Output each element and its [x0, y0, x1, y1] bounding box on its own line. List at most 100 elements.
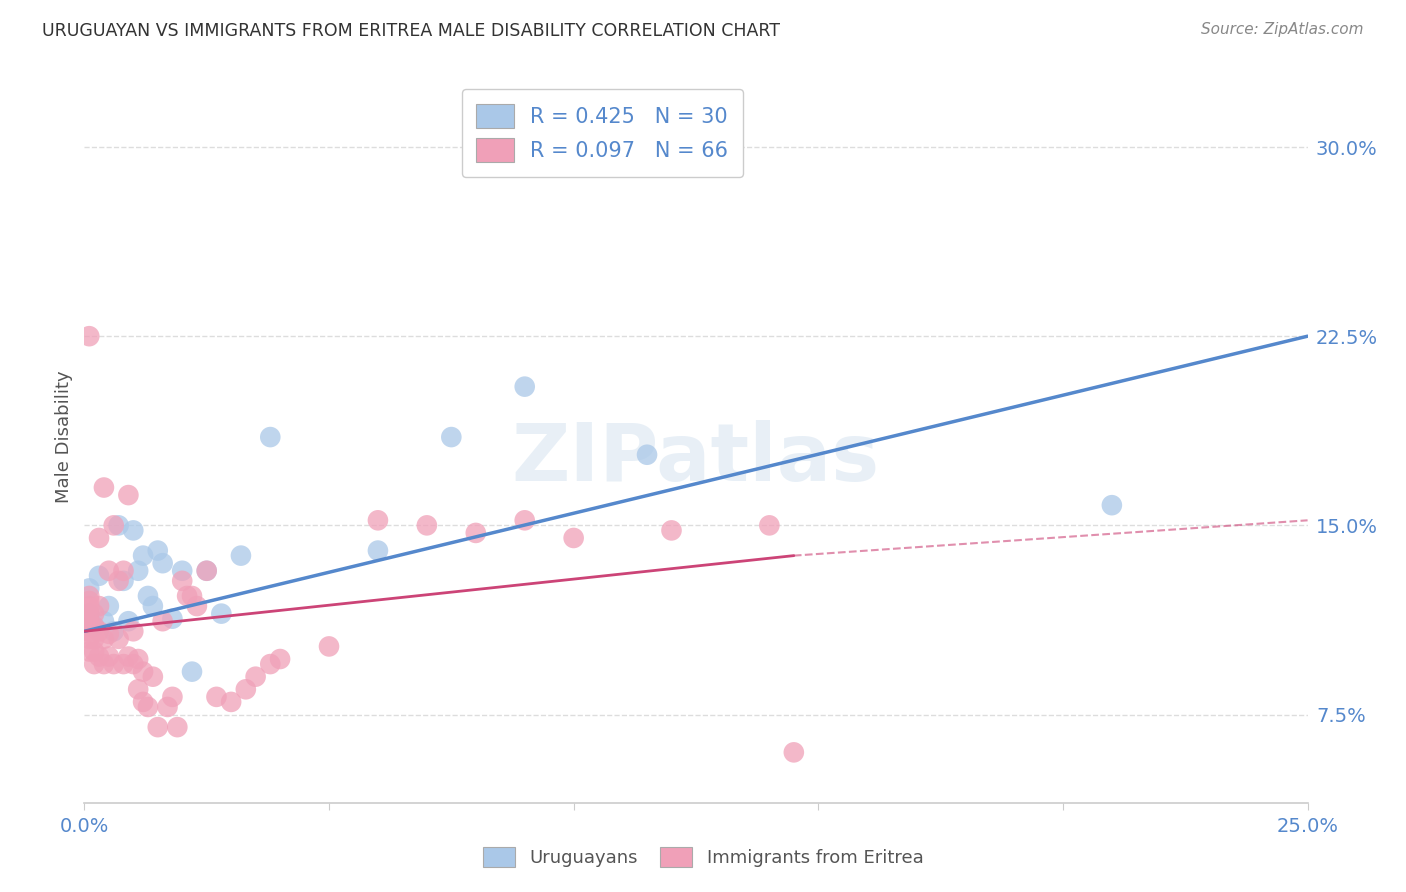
Point [127, 652, 149, 666]
Point [166, 720, 188, 734]
Point [83, 619, 105, 633]
Point [142, 599, 165, 613]
Point [205, 690, 228, 704]
Point [156, 700, 179, 714]
Point [87, 569, 110, 583]
Point [132, 665, 155, 679]
Point [367, 513, 389, 527]
Point [107, 574, 129, 588]
Point [122, 524, 145, 538]
Point [83, 657, 105, 671]
Point [97, 599, 120, 613]
Point [83, 644, 105, 658]
Point [181, 665, 204, 679]
Point [83, 632, 105, 646]
Point [152, 556, 174, 570]
Point [661, 524, 683, 538]
Point [112, 574, 135, 588]
Point [87, 599, 110, 613]
Point [127, 682, 149, 697]
Point [181, 589, 204, 603]
Point [172, 564, 194, 578]
Point [259, 657, 281, 671]
Point [87, 531, 110, 545]
Point [209, 607, 232, 621]
Point [152, 614, 174, 628]
Point [93, 614, 115, 628]
Point [176, 589, 198, 603]
Point [186, 599, 208, 613]
Point [97, 649, 120, 664]
Text: ZIPatlas: ZIPatlas [512, 420, 880, 498]
Point [77, 329, 100, 343]
Point [112, 564, 135, 578]
Point [117, 614, 139, 628]
Point [103, 657, 125, 671]
Point [269, 652, 291, 666]
Point [562, 531, 585, 545]
Text: Source: ZipAtlas.com: Source: ZipAtlas.com [1201, 22, 1364, 37]
Point [127, 564, 149, 578]
Point [97, 627, 120, 641]
Point [107, 632, 129, 646]
Legend: R = 0.425   N = 30, R = 0.097   N = 66: R = 0.425 N = 30, R = 0.097 N = 66 [461, 89, 744, 177]
Point [77, 607, 100, 621]
Text: URUGUAYAN VS IMMIGRANTS FROM ERITREA MALE DISABILITY CORRELATION CHART: URUGUAYAN VS IMMIGRANTS FROM ERITREA MAL… [42, 22, 780, 40]
Point [195, 564, 218, 578]
Point [783, 745, 806, 759]
Point [146, 543, 169, 558]
Point [259, 430, 281, 444]
Point [103, 518, 125, 533]
Point [136, 589, 159, 603]
Point [77, 599, 100, 613]
Point [77, 644, 100, 658]
Point [132, 695, 155, 709]
Y-axis label: Male Disability: Male Disability [55, 371, 73, 503]
Point [107, 518, 129, 533]
Point [117, 488, 139, 502]
Point [142, 670, 165, 684]
Point [162, 612, 184, 626]
Point [162, 690, 184, 704]
Point [77, 594, 100, 608]
Point [122, 657, 145, 671]
Point [132, 549, 155, 563]
Point [87, 624, 110, 639]
Point [97, 564, 120, 578]
Point [416, 518, 439, 533]
Point [77, 619, 100, 633]
Point [146, 720, 169, 734]
Point [93, 657, 115, 671]
Point [229, 549, 252, 563]
Point [93, 481, 115, 495]
Point [77, 614, 100, 628]
Point [245, 670, 267, 684]
Point [77, 582, 100, 596]
Point [709, 153, 731, 167]
Point [103, 624, 125, 639]
Point [93, 632, 115, 646]
Point [513, 379, 536, 393]
Point [367, 543, 389, 558]
Point [112, 657, 135, 671]
Point [87, 649, 110, 664]
Point [636, 448, 658, 462]
Point [219, 695, 242, 709]
Point [172, 574, 194, 588]
Point [1101, 498, 1123, 512]
Point [235, 682, 257, 697]
Point [440, 430, 463, 444]
Point [117, 649, 139, 664]
Point [136, 700, 159, 714]
Point [122, 624, 145, 639]
Point [195, 564, 218, 578]
Point [83, 619, 105, 633]
Point [77, 589, 100, 603]
Point [464, 525, 486, 540]
Point [77, 632, 100, 646]
Point [318, 640, 340, 654]
Point [77, 624, 100, 639]
Point [83, 607, 105, 621]
Point [513, 513, 536, 527]
Point [758, 518, 780, 533]
